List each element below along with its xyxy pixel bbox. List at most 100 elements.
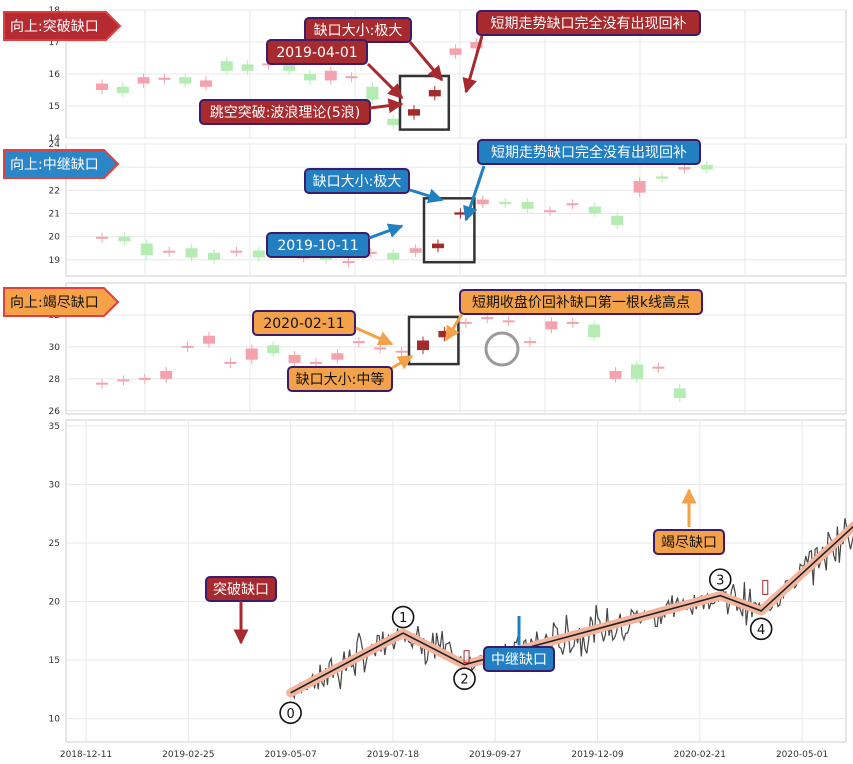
candle-body (459, 321, 472, 324)
candle-body (288, 354, 301, 363)
candle-body (609, 370, 622, 379)
gap-size-label-2-text: 缺口大小:极大 (313, 174, 402, 190)
gap-size-arrow-1 (408, 41, 444, 82)
panel-frame (65, 282, 847, 415)
gap-note-arrow-1 (462, 35, 484, 94)
gap-size-label-3-box (287, 366, 393, 392)
candle-body (521, 201, 534, 209)
wave-point-2: 2 (453, 667, 476, 691)
candle-body (137, 77, 150, 84)
gap-highlight-box (422, 197, 476, 264)
candle-body (364, 251, 377, 254)
candle-body (345, 76, 358, 79)
candle-body (117, 379, 130, 382)
gap-size-label-1-text: 缺口大小:极大 (314, 23, 403, 39)
wave-label: 2 (460, 673, 468, 688)
y-tick-label: 30 (49, 343, 61, 353)
exhaustion-gap-label-box (653, 529, 725, 555)
runaway-gap-label: 中继缺口 (483, 646, 555, 672)
candle-body (163, 250, 176, 253)
candle-body (438, 330, 451, 338)
gap-note-label-2: 短期走势缺口完全没有出现回补 (477, 139, 701, 165)
y-tick-label: 22 (49, 186, 60, 196)
impulse-wave-line (290, 525, 853, 694)
breakaway-gap-label: 突破缺口 (205, 576, 277, 602)
candle-body (252, 250, 265, 258)
candle-body (408, 109, 420, 116)
y-tick-label: 20 (49, 233, 61, 243)
gap-note-label-1-box (476, 10, 701, 36)
breakaway-gap-label-text: 突破缺口 (213, 582, 269, 598)
y-tick-label: 35 (49, 422, 60, 432)
candle-body (158, 77, 171, 80)
line-panel: 2018-12-11 2019-02-25 2019-05-07 2019-07-18… (49, 419, 853, 760)
candle-body (310, 361, 322, 364)
candle-body (481, 317, 494, 320)
tag-breakaway-text: 向上:突破缺口 (10, 19, 99, 35)
gap-fill-circle (484, 331, 520, 367)
candle-body (200, 80, 212, 87)
candle-body (544, 210, 556, 213)
candle-body (179, 77, 192, 84)
candle-body (352, 341, 365, 344)
candle-body (366, 86, 379, 100)
candle-body (181, 345, 194, 348)
wave-label: 0 (286, 707, 294, 722)
y-tick-label: 21 (49, 209, 60, 219)
gap-size-arrow-3 (391, 354, 414, 370)
y-tick-label: 25 (49, 539, 60, 549)
gap-note-label-2-box (477, 139, 701, 165)
candle-body (476, 199, 489, 205)
candle-body (220, 61, 233, 71)
gap-date-label-3-text: 2020-02-11 (263, 316, 344, 332)
y-tick-label: 15 (49, 656, 60, 666)
gap-size-label-3: 缺口大小:中等 (287, 366, 393, 392)
wave-label: 4 (757, 623, 765, 638)
candle-body (428, 90, 441, 97)
gap-date-label-3-box (252, 310, 356, 336)
candle-body (395, 350, 408, 353)
candle-body (524, 341, 536, 344)
candle-body (267, 345, 280, 354)
gap-note-label-1: 短期走势缺口完全没有出现回补 (476, 10, 701, 36)
runaway-gap-label-box (483, 646, 555, 672)
gap-theory-label-1: 跳空突破:波浪理论(5浪) (199, 99, 371, 125)
tag-exhaustion: 向上:竭尽缺口 (3, 287, 120, 317)
runaway-gap-marker (762, 579, 769, 595)
candle-body (417, 340, 429, 351)
tag-exhaustion-text: 向上:竭尽缺口 (10, 295, 99, 311)
candle-body (631, 364, 643, 379)
gap-date-label-1-box (266, 39, 368, 65)
candle-body (502, 320, 515, 323)
y-tick-label: 28 (49, 375, 61, 385)
candle-body (185, 248, 198, 258)
candle-body (633, 181, 646, 193)
gap-size-label-1: 缺口大小:极大 (304, 17, 412, 43)
exhaustion-gap-label-text: 竭尽缺口 (661, 535, 717, 551)
y-tick-label: 19 (49, 256, 61, 266)
y-tick-label: 17 (49, 38, 60, 48)
x-tick-label: 2019-07-18 (367, 750, 420, 760)
gap-date-arrow-3 (355, 326, 394, 346)
gap-size-label-2-box (304, 168, 410, 194)
x-tick-label: 2020-05-01 (776, 750, 828, 760)
candle-body (611, 215, 624, 226)
gap-theory-label-1-text: 跳空突破:波浪理论(5浪) (210, 105, 361, 121)
candle-body (96, 382, 108, 385)
tag-runaway: 向上:中继缺口 (3, 149, 120, 179)
y-tick-label: 14 (49, 134, 61, 144)
gap-size-label-2: 缺口大小:极大 (304, 168, 410, 194)
candle-body (224, 361, 237, 364)
x-tick-label: 2019-12-09 (571, 750, 624, 760)
candle-body (374, 347, 387, 350)
gap-date-arrow-2 (368, 223, 404, 240)
candle-body (588, 206, 601, 214)
candle-body (545, 321, 558, 330)
candle-body (320, 257, 332, 260)
gap-note-arrow-3 (444, 313, 464, 342)
wave-circle (749, 617, 773, 641)
candle-body (262, 63, 275, 66)
candle-body (138, 377, 151, 380)
candle-panel-1: 1415161718 (49, 6, 847, 144)
